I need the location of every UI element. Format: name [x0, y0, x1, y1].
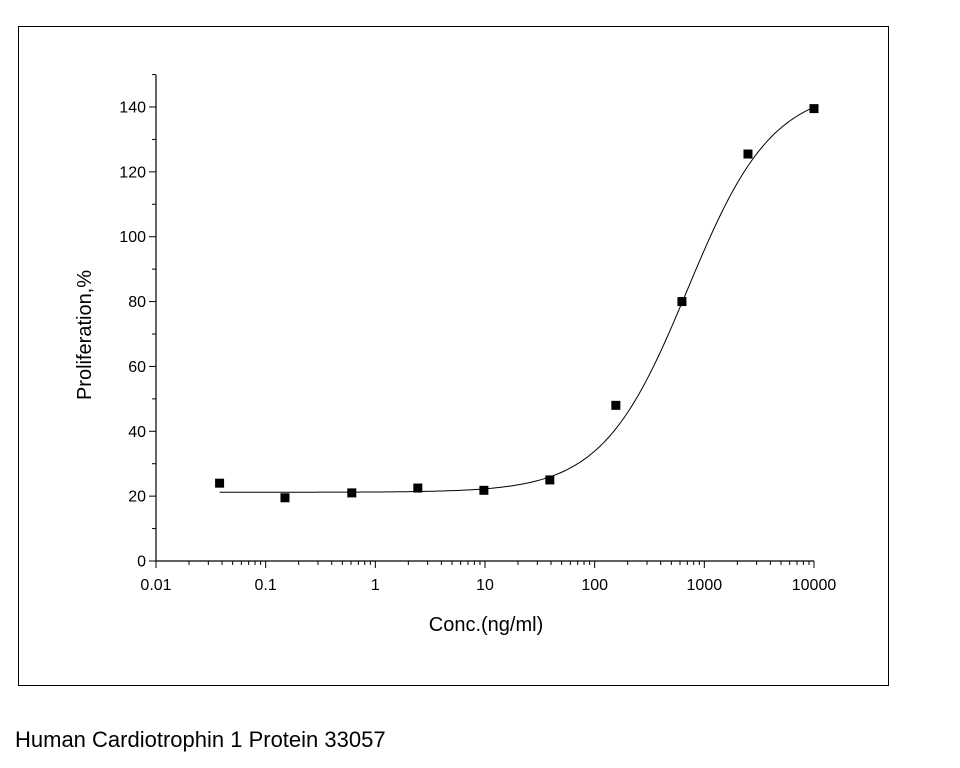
data-point — [611, 400, 621, 410]
y-axis-label: Proliferation,% — [74, 270, 96, 400]
y-tick-label: 120 — [119, 164, 146, 181]
x-tick-label: 1000 — [687, 577, 723, 594]
y-tick-label: 40 — [128, 424, 146, 441]
figure-frame — [18, 26, 889, 686]
data-point — [413, 483, 423, 493]
fit-curve-layer — [219, 106, 815, 493]
data-point — [479, 485, 489, 495]
x-tick-label: 1 — [371, 577, 380, 594]
x-axis-label: Conc.(ng/ml) — [429, 614, 543, 636]
y-tick-label: 80 — [128, 294, 146, 311]
fit-curve — [219, 106, 815, 493]
y-tick-label: 60 — [128, 359, 146, 376]
x-tick-label: 0.1 — [255, 577, 277, 594]
y-tick-label: 20 — [128, 489, 146, 506]
y-tick-label: 0 — [137, 554, 146, 571]
axis-ticks: 0 20 40 60 80 100 120 140 0.01 0.1 1 10 100 1000 10000 — [119, 74, 837, 594]
x-tick-label: 10 — [476, 577, 494, 594]
figure-caption: Human Cardiotrophin 1 Protein 33057 — [15, 727, 386, 752]
proliferation-chart: 0 20 40 60 80 100 120 140 0.01 0.1 1 10 100 1000 10000… — [74, 74, 837, 636]
data-point — [215, 478, 225, 488]
x-tick-label: 10000 — [792, 577, 837, 594]
data-points — [215, 104, 819, 503]
data-point — [545, 475, 555, 485]
data-point — [743, 149, 753, 159]
data-point — [347, 488, 357, 498]
y-tick-label: 100 — [119, 229, 146, 246]
x-tick-label: 100 — [581, 577, 608, 594]
data-point — [677, 297, 687, 307]
data-point — [280, 493, 290, 503]
y-tick-label: 140 — [119, 100, 146, 117]
data-point — [809, 104, 819, 114]
x-tick-label: 0.01 — [140, 577, 171, 594]
